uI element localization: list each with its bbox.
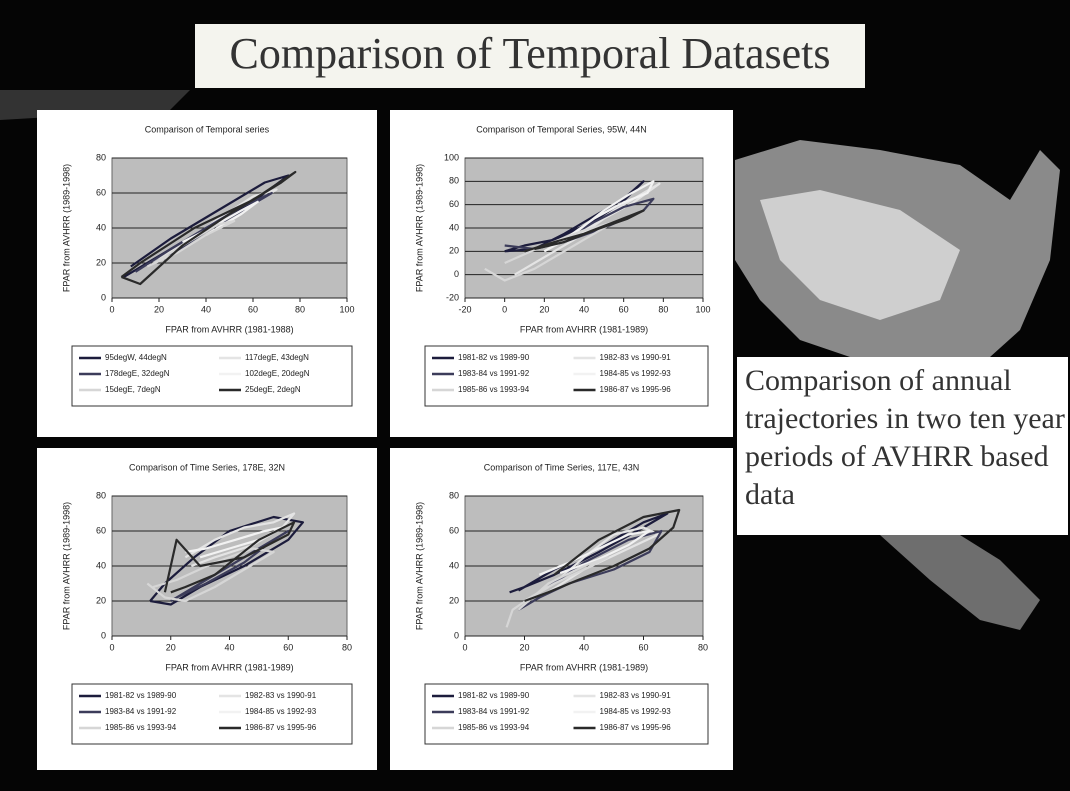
legend-label: 1986-87 vs 1995-96	[600, 385, 672, 394]
x-tick-label: 80	[658, 304, 668, 314]
x-tick-label: 60	[638, 642, 648, 652]
x-tick-label: 60	[248, 304, 258, 314]
chart: Comparison of Temporal series 0 20 40 60 80 0 2…	[37, 110, 377, 437]
legend-label: 1984-85 vs 1992-93	[600, 707, 672, 716]
legend-label: 1983-84 vs 1991-92	[458, 707, 530, 716]
y-tick-label: 40	[96, 222, 106, 232]
y-tick-label: 60	[96, 525, 106, 535]
chart-title: Comparison of Time Series, 178E, 32N	[129, 462, 285, 472]
x-tick-label: -20	[458, 304, 471, 314]
x-tick-label: 0	[109, 304, 114, 314]
legend-label: 1983-84 vs 1991-92	[458, 369, 530, 378]
y-axis-label: FPAR from AVHRR (1989-1998)	[61, 164, 71, 292]
x-tick-label: 0	[462, 642, 467, 652]
legend-label: 1982-83 vs 1990-91	[245, 691, 317, 700]
slide-title: Comparison of Temporal Datasets	[230, 29, 831, 78]
x-tick-label: 40	[224, 642, 234, 652]
y-tick-label: 20	[449, 246, 459, 256]
x-tick-label: 0	[502, 304, 507, 314]
x-tick-label: 80	[295, 304, 305, 314]
y-tick-label: 20	[449, 595, 459, 605]
chart-title: Comparison of Temporal series	[145, 124, 270, 134]
legend-label: 1981-82 vs 1989-90	[458, 353, 530, 362]
x-tick-label: 60	[283, 642, 293, 652]
y-tick-label: 40	[449, 560, 459, 570]
y-tick-label: 60	[449, 199, 459, 209]
y-tick-label: 100	[444, 152, 459, 162]
y-tick-label: 20	[96, 595, 106, 605]
chart-title: Comparison of Time Series, 117E, 43N	[484, 462, 639, 472]
legend-label: 117degE, 43degN	[245, 353, 309, 362]
y-axis-label: FPAR from AVHRR (1989-1998)	[414, 164, 424, 292]
x-tick-label: 60	[619, 304, 629, 314]
x-tick-label: 100	[695, 304, 710, 314]
legend-label: 1981-82 vs 1989-90	[105, 691, 177, 700]
x-axis-label: FPAR from AVHRR (1981-1988)	[165, 324, 293, 334]
legend-label: 1984-85 vs 1992-93	[600, 369, 672, 378]
x-tick-label: 40	[579, 642, 589, 652]
y-tick-label: 80	[96, 152, 106, 162]
x-tick-label: 20	[539, 304, 549, 314]
legend-label: 1986-87 vs 1995-96	[245, 723, 317, 732]
x-tick-label: 100	[339, 304, 354, 314]
legend-label: 1982-83 vs 1990-91	[600, 691, 672, 700]
x-tick-label: 80	[342, 642, 352, 652]
y-tick-label: 0	[454, 630, 459, 640]
chart-title: Comparison of Temporal Series, 95W, 44N	[476, 124, 646, 134]
legend-label: 1986-87 vs 1995-96	[600, 723, 672, 732]
x-tick-label: 20	[519, 642, 529, 652]
chart: Comparison of Temporal Series, 95W, 44N -…	[390, 110, 733, 437]
legend-label: 25degE, 2degN	[245, 385, 301, 394]
x-axis-label: FPAR from AVHRR (1981-1989)	[165, 662, 293, 672]
y-tick-label: 80	[449, 490, 459, 500]
y-tick-label: 20	[96, 257, 106, 267]
x-axis-label: FPAR from AVHRR (1981-1989)	[520, 324, 648, 334]
chart: Comparison of Time Series, 178E, 32N 0 20 4…	[37, 448, 377, 770]
y-tick-label: 80	[96, 490, 106, 500]
x-tick-label: 40	[579, 304, 589, 314]
legend-label: 178degE, 32degN	[105, 369, 170, 378]
y-tick-label: 60	[96, 187, 106, 197]
x-tick-label: 40	[201, 304, 211, 314]
slide: Comparison of Temporal Datasets Comparis…	[0, 0, 1070, 791]
x-tick-label: 20	[154, 304, 164, 314]
x-tick-label: 20	[166, 642, 176, 652]
y-tick-label: -20	[446, 292, 459, 302]
y-tick-label: 0	[101, 292, 106, 302]
y-tick-label: 40	[96, 560, 106, 570]
legend-label: 1985-86 vs 1993-94	[105, 723, 177, 732]
legend-label: 95degW, 44degN	[105, 353, 167, 362]
x-tick-label: 0	[109, 642, 114, 652]
y-tick-label: 40	[449, 222, 459, 232]
y-tick-label: 60	[449, 525, 459, 535]
legend-label: 1984-85 vs 1992-93	[245, 707, 317, 716]
x-tick-label: 80	[698, 642, 708, 652]
caption-wrap: Comparison of annual trajectories in two…	[745, 362, 1065, 532]
y-tick-label: 80	[449, 176, 459, 186]
y-axis-label: FPAR from AVHRR (1989-1998)	[61, 502, 71, 630]
legend-label: 1981-82 vs 1989-90	[458, 691, 530, 700]
legend-label: 1985-86 vs 1993-94	[458, 385, 530, 394]
y-tick-label: 0	[454, 269, 459, 279]
legend-label: 1982-83 vs 1990-91	[600, 353, 672, 362]
caption: Comparison of annual trajectories in two…	[745, 362, 1065, 514]
y-axis-label: FPAR from AVHRR (1989-1998)	[414, 502, 424, 630]
x-axis-label: FPAR from AVHRR (1981-1989)	[520, 662, 648, 672]
legend-label: 1985-86 vs 1993-94	[458, 723, 530, 732]
legend-label: 15degE, 7degN	[105, 385, 161, 394]
y-tick-label: 0	[101, 630, 106, 640]
chart: Comparison of Time Series, 117E, 43N 0 20 4…	[390, 448, 733, 770]
legend-label: 1983-84 vs 1991-92	[105, 707, 177, 716]
legend-label: 102degE, 20degN	[245, 369, 310, 378]
